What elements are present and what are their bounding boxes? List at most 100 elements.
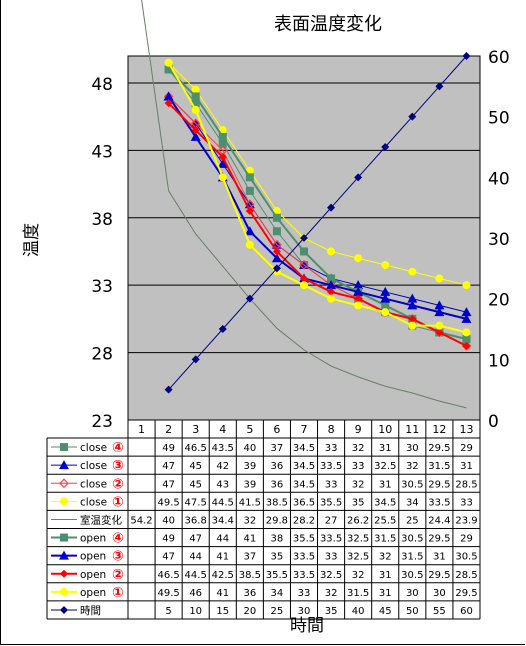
data-label: 36.8 xyxy=(185,515,207,526)
series-line xyxy=(167,102,467,347)
data-point xyxy=(59,550,69,560)
data-label: 31 xyxy=(379,443,392,454)
data-point xyxy=(408,321,417,330)
data-label: 47.5 xyxy=(185,497,207,508)
data-label: 25.5 xyxy=(374,515,396,526)
data-point xyxy=(434,300,445,310)
data-point xyxy=(245,207,254,216)
legend-entry: close ③ xyxy=(51,458,124,474)
data-point xyxy=(300,247,308,256)
data-label: 32 xyxy=(352,443,365,454)
data-label: 34.5 xyxy=(293,479,315,490)
data-point xyxy=(272,213,281,222)
data-label: 29.5 xyxy=(455,588,477,599)
data-label: 30.5 xyxy=(401,570,423,581)
data-point xyxy=(245,173,254,182)
legend-number: ① xyxy=(112,585,124,601)
data-label: 46.5 xyxy=(185,443,207,454)
x-tick-label: 1 xyxy=(138,423,145,436)
data-label: 49.5 xyxy=(157,588,179,599)
y-right-tick-label: 20 xyxy=(488,291,510,311)
x-tick-label: 10 xyxy=(378,423,392,436)
data-point xyxy=(272,227,281,236)
legend-label: 時間 xyxy=(80,605,101,617)
data-label: 29 xyxy=(460,443,473,454)
data-label: 32 xyxy=(352,479,365,490)
legend-entry: 時間 xyxy=(51,605,101,617)
data-point xyxy=(60,587,68,596)
data-point xyxy=(462,335,471,344)
data-point xyxy=(381,143,390,151)
data-label: 30 xyxy=(433,588,446,599)
axes-layer: 23 28 33 38 43 48 0 10 20 30 40 50 60 xyxy=(91,48,509,432)
data-label: 25 xyxy=(271,606,284,617)
series-9 xyxy=(164,52,471,394)
series-line xyxy=(141,0,467,409)
data-label: 60 xyxy=(460,606,473,617)
legend-label: close xyxy=(80,496,107,508)
data-point xyxy=(218,132,227,141)
legend-number: ④ xyxy=(112,440,124,456)
data-point xyxy=(327,294,336,303)
data-label: 47 xyxy=(162,552,175,563)
data-label: 37 xyxy=(271,443,284,454)
data-point xyxy=(381,308,390,317)
data-label: 35 xyxy=(271,552,284,563)
data-point xyxy=(354,294,363,303)
data-point xyxy=(354,301,363,310)
data-label: 31 xyxy=(379,479,392,490)
data-label: 33.5 xyxy=(320,534,342,545)
data-point xyxy=(191,355,200,364)
data-label: 41 xyxy=(216,588,229,599)
data-label: 41 xyxy=(243,534,256,545)
series-layer xyxy=(141,0,472,409)
data-label: 23.9 xyxy=(455,515,477,526)
data-point xyxy=(435,321,444,330)
data-label: 31 xyxy=(379,588,392,599)
data-label: 49.5 xyxy=(157,497,179,508)
data-point xyxy=(327,203,336,212)
y-right-tick-label: 30 xyxy=(488,230,510,250)
legend-number: ① xyxy=(112,494,124,510)
legend-number: ③ xyxy=(112,549,124,565)
data-point xyxy=(435,82,444,91)
data-point xyxy=(408,314,417,323)
data-label: 34 xyxy=(406,497,419,508)
legend-entry: close ④ xyxy=(51,440,124,456)
data-label: 40 xyxy=(162,515,175,526)
data-point xyxy=(244,226,255,236)
x-tick-label: 6 xyxy=(273,423,280,436)
data-label: 33 xyxy=(298,588,311,599)
data-label: 38 xyxy=(271,534,284,545)
legend-label: open xyxy=(80,587,106,599)
y-right-tick-label: 0 xyxy=(488,412,499,432)
data-point xyxy=(408,112,417,121)
y-right-tick-label: 60 xyxy=(488,48,510,68)
data-label: 26.2 xyxy=(347,515,369,526)
legend-label: open xyxy=(80,569,106,581)
data-label: 47 xyxy=(189,534,202,545)
data-point xyxy=(300,274,308,283)
data-label: 40 xyxy=(352,606,365,617)
data-label: 44 xyxy=(216,534,229,545)
data-label: 39 xyxy=(243,461,256,472)
data-label: 33.5 xyxy=(428,497,450,508)
data-label: 35.5 xyxy=(266,570,288,581)
data-label: 31 xyxy=(460,461,473,472)
y-right-tick-label: 50 xyxy=(488,109,510,129)
data-point xyxy=(245,186,254,195)
data-point xyxy=(191,126,200,135)
data-label: 45 xyxy=(379,606,392,617)
y-left-tick-label: 33 xyxy=(91,277,113,297)
data-point xyxy=(462,281,471,290)
data-label: 15 xyxy=(216,606,229,617)
data-label: 30 xyxy=(406,443,419,454)
data-point xyxy=(327,274,336,283)
x-tick-label: 12 xyxy=(432,423,446,436)
data-label: 29.5 xyxy=(428,570,450,581)
data-point xyxy=(217,158,228,168)
data-label: 49 xyxy=(162,443,175,454)
data-point xyxy=(191,92,200,101)
data-point xyxy=(408,267,417,276)
x-tick-label: 2 xyxy=(165,423,172,436)
